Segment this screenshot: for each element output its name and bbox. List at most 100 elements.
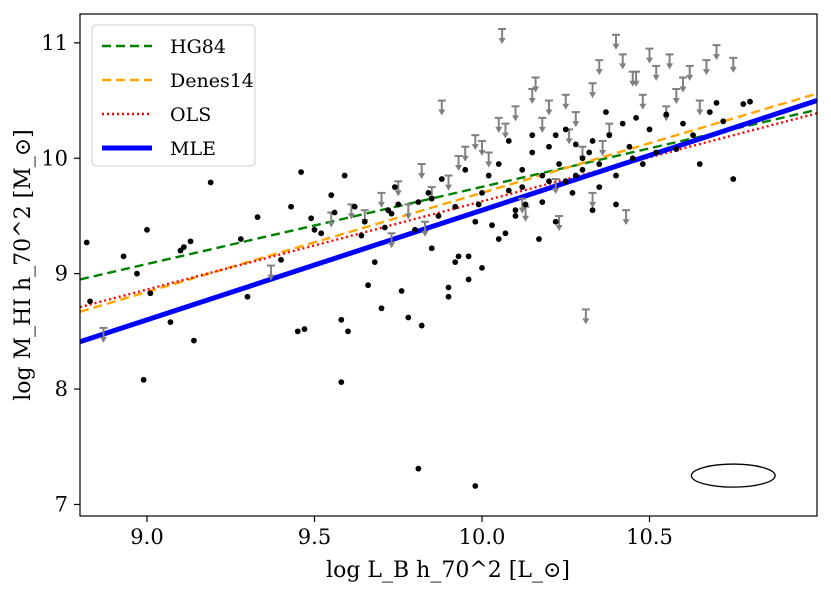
data-point [639, 161, 646, 167]
data-point [341, 172, 348, 179]
data-point [331, 209, 338, 216]
data-point [512, 207, 519, 214]
data-point [244, 293, 251, 300]
data-point [318, 230, 325, 237]
upper-limit-marker [588, 191, 597, 208]
upper-limit-marker [622, 209, 631, 226]
y-tick-label: 8 [55, 377, 68, 401]
data-point [472, 218, 479, 225]
data-point [438, 176, 445, 182]
upper-limit-marker [638, 93, 647, 110]
data-point [505, 138, 512, 144]
data-point [536, 236, 542, 242]
upper-limit-marker [417, 163, 426, 180]
upper-limit-marker [484, 151, 493, 168]
upper-limit-marker [685, 64, 694, 81]
legend: HG84 Denes14 OLS MLE [91, 24, 256, 167]
upper-limit-marker [561, 93, 570, 110]
upper-limit-marker [501, 122, 510, 139]
data-point [301, 326, 308, 332]
data-point [572, 141, 579, 148]
upper-limit-marker [471, 134, 480, 151]
data-point [415, 465, 422, 472]
data-point [392, 184, 398, 191]
data-point [191, 337, 197, 344]
data-point [425, 189, 432, 196]
data-point [579, 155, 586, 162]
data-point [747, 98, 753, 105]
data-point [626, 143, 633, 150]
upper-limit-marker [494, 116, 503, 133]
data-point [338, 316, 345, 323]
data-point [619, 120, 626, 127]
data-point [361, 218, 368, 225]
data-point [311, 226, 318, 233]
data-point [546, 178, 552, 185]
data-point [278, 256, 284, 263]
data-point [562, 178, 569, 185]
upper-limit-marker [618, 53, 627, 70]
upper-limit-marker [531, 76, 540, 93]
upper-limit-marker [695, 99, 704, 116]
upper-limit-marker [551, 178, 560, 195]
upper-limit-marker [545, 99, 553, 116]
upper-limit-marker [571, 111, 580, 128]
data-point [288, 203, 294, 210]
data-point [479, 264, 485, 271]
upper-limit-markers [99, 28, 738, 343]
data-point [579, 166, 586, 173]
y-tick-label: 11 [41, 31, 68, 55]
data-point [120, 253, 127, 260]
data-point [388, 210, 395, 217]
upper-limit-marker [679, 76, 687, 93]
data-point [485, 172, 492, 179]
data-point [180, 244, 187, 251]
data-point [378, 305, 385, 312]
upper-limit-marker [461, 145, 470, 162]
data-point [502, 230, 509, 237]
data-point [730, 176, 737, 182]
data-point [452, 259, 459, 266]
data-point [539, 199, 546, 206]
data-point [720, 118, 727, 125]
data-point [489, 222, 495, 229]
upper-limit-marker [612, 33, 620, 50]
data-point [187, 238, 194, 245]
data-point [445, 284, 452, 291]
data-point [254, 214, 261, 221]
data-point [586, 149, 593, 156]
data-point [646, 126, 653, 133]
fit-line-ols [80, 112, 817, 309]
y-tick-label: 10 [41, 146, 68, 170]
data-point [365, 282, 371, 289]
data-point [589, 138, 596, 144]
data-point [706, 109, 713, 115]
data-point [445, 293, 452, 300]
data-point [495, 236, 502, 242]
data-point [472, 483, 479, 489]
data-point [405, 314, 412, 321]
fit-line-hg84 [80, 108, 817, 281]
upper-limit-marker [598, 139, 607, 156]
upper-limit-marker [729, 56, 738, 73]
upper-limit-marker [266, 264, 275, 281]
y-tick-label: 7 [55, 492, 68, 516]
data-point [294, 328, 301, 335]
plot-frame [79, 13, 818, 517]
x-axis-ticks: 9.0 9.5 10.0 10.5 [130, 516, 673, 549]
data-point [740, 101, 747, 107]
data-point [398, 288, 405, 294]
data-point [465, 253, 472, 260]
data-point [415, 199, 422, 206]
data-point [690, 132, 696, 139]
data-point [653, 149, 660, 156]
data-point [455, 253, 462, 260]
legend-item-denes14: Denes14 [102, 70, 254, 92]
data-point [298, 169, 304, 176]
data-point [529, 149, 536, 156]
data-point [358, 232, 365, 239]
data-point [596, 161, 603, 167]
data-point [412, 226, 418, 233]
data-point [713, 99, 720, 106]
upper-limit-marker [437, 99, 446, 116]
